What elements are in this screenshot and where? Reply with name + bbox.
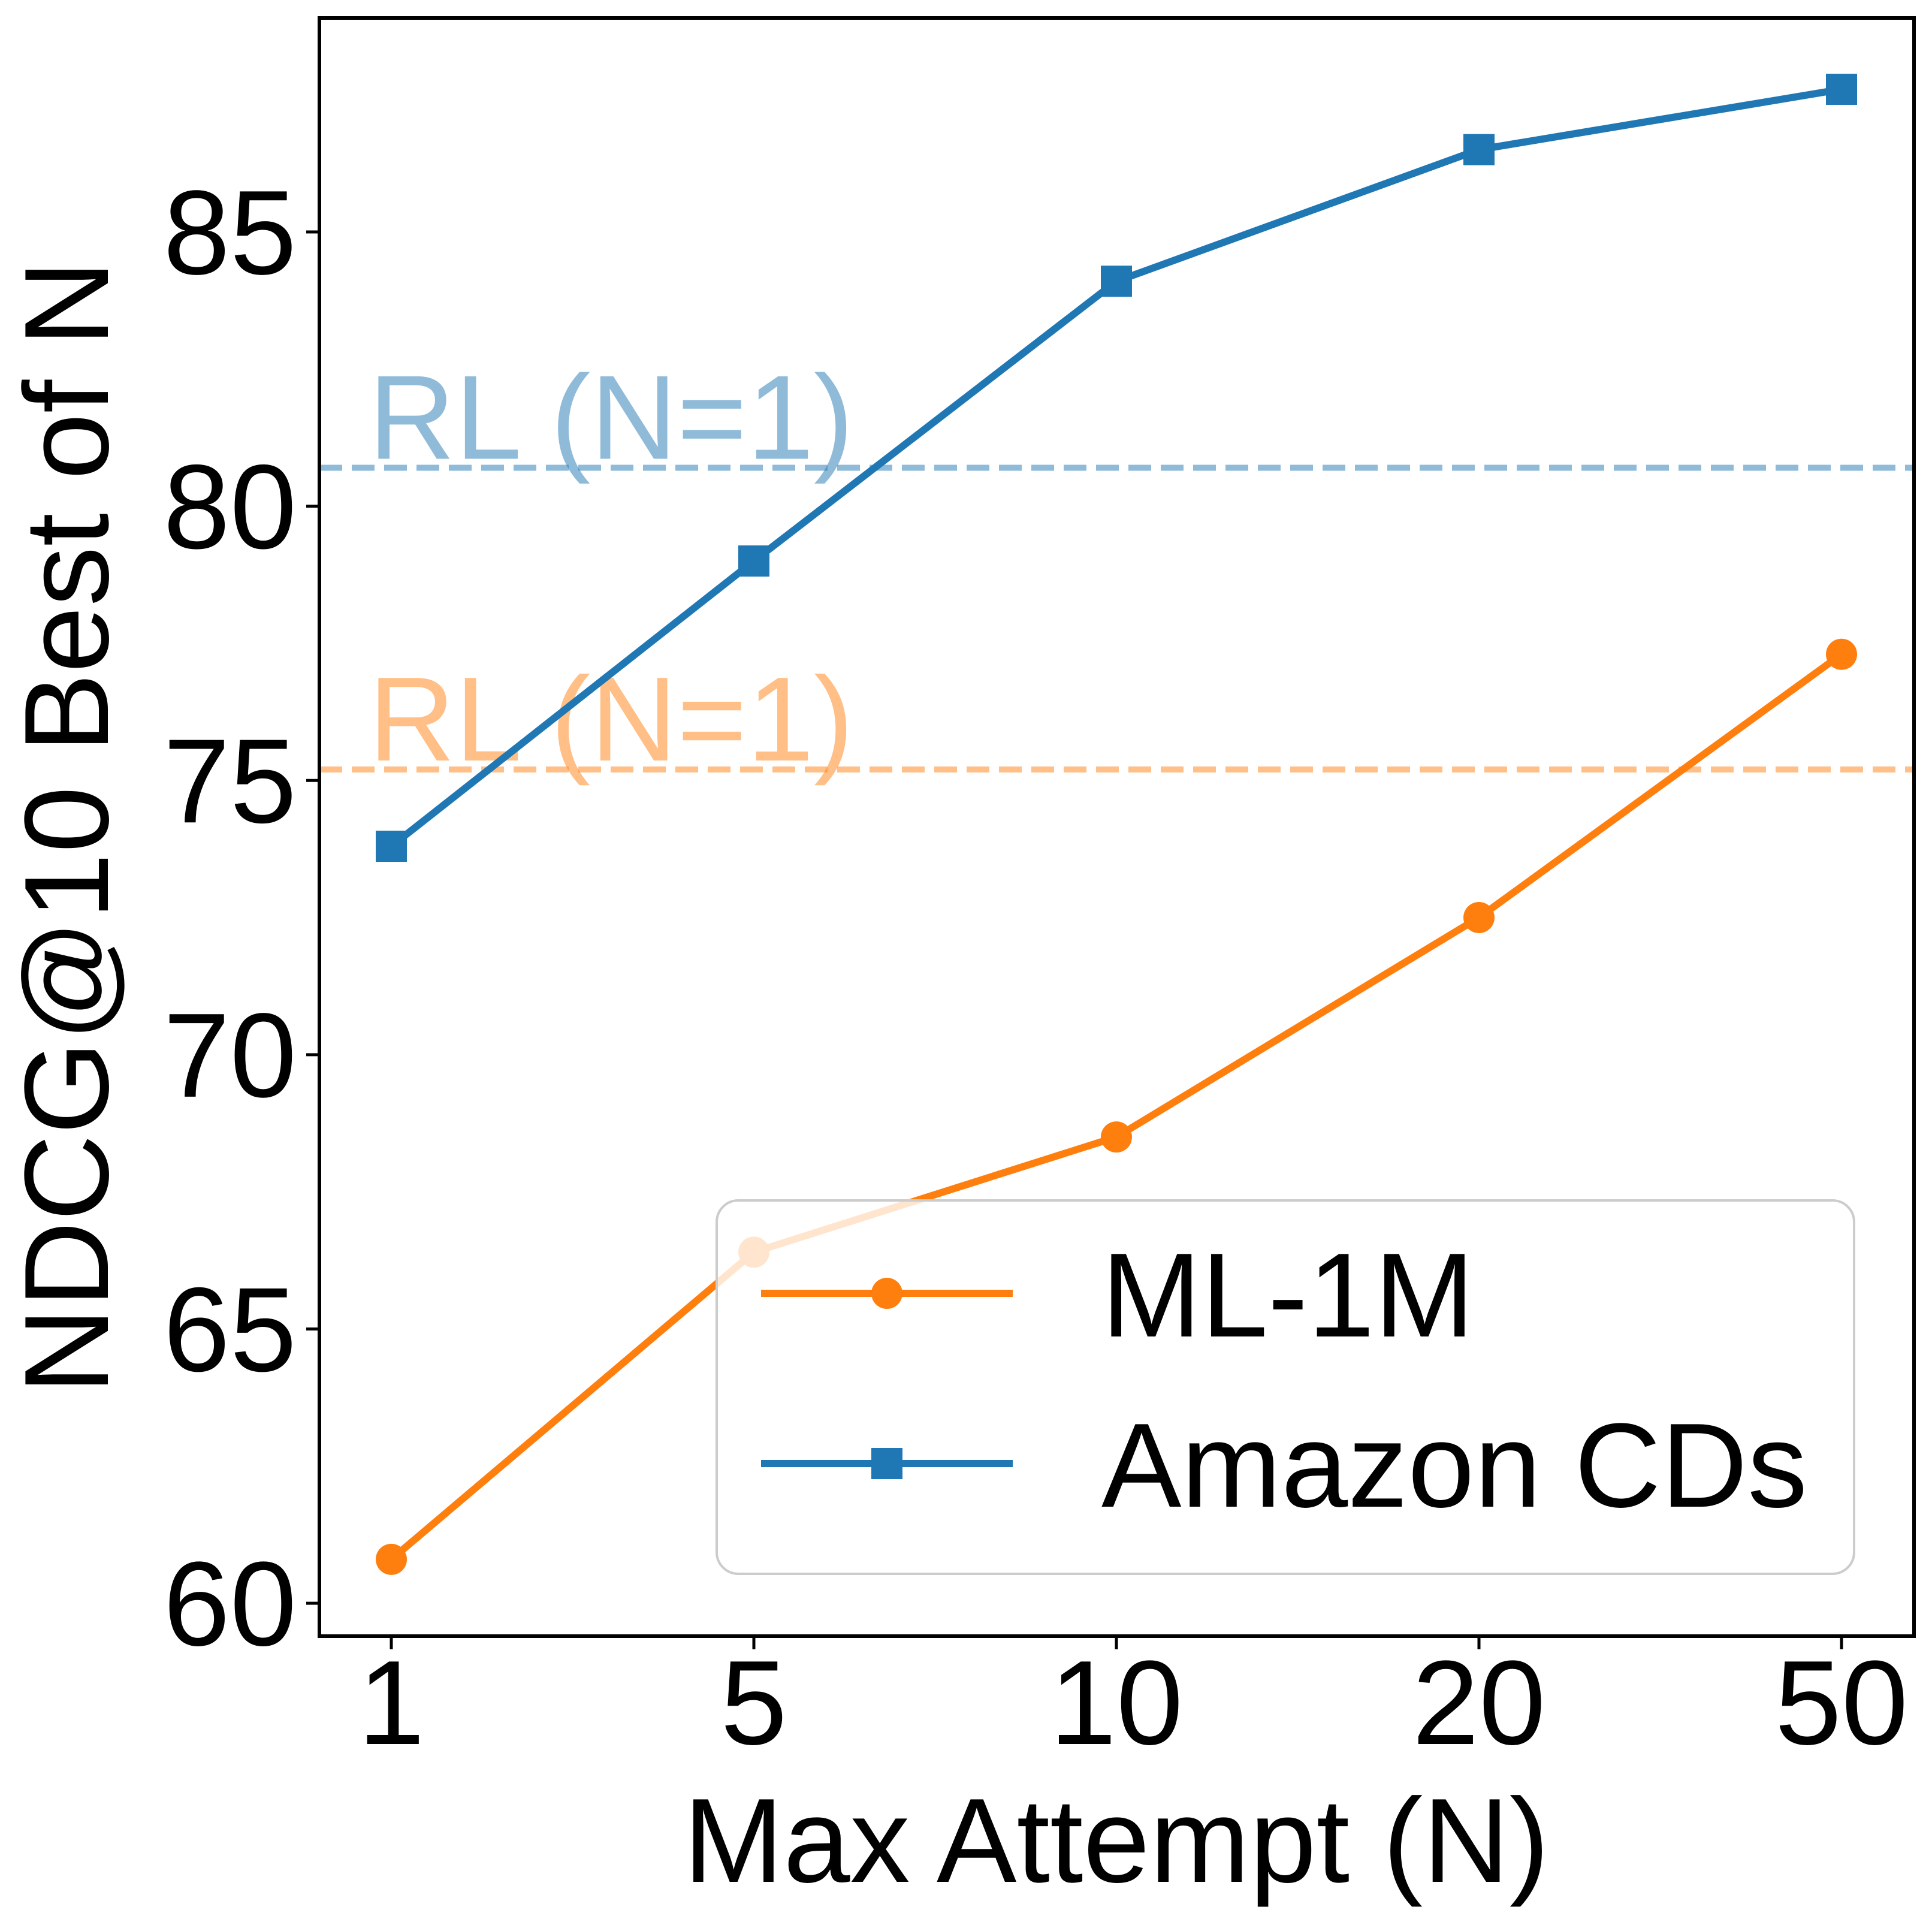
x-tick-label: 20 xyxy=(1412,1636,1545,1770)
x-tick-label: 1 xyxy=(358,1636,424,1770)
legend-entry: Amazon CDs xyxy=(761,1399,1807,1532)
legend-entry: ML-1M xyxy=(761,1229,1474,1362)
y-tick-label: 75 xyxy=(164,714,297,848)
data-point xyxy=(1826,73,1857,105)
data-point xyxy=(738,545,769,577)
y-tick-label: 80 xyxy=(164,440,297,574)
x-tick-label: 5 xyxy=(720,1636,787,1770)
series-amazon-cds xyxy=(376,73,1857,862)
data-point xyxy=(1463,134,1495,165)
y-tick-label: 65 xyxy=(164,1263,297,1396)
y-axis-label: NDCG@10 Best of N xyxy=(0,260,134,1394)
x-tick-label: 10 xyxy=(1050,1636,1183,1770)
legend: ML-1M Amazon CDs xyxy=(716,1199,1855,1575)
data-point xyxy=(1463,902,1495,934)
legend-label: ML-1M xyxy=(1101,1229,1474,1362)
x-axis: 1 5 10 20 50 xyxy=(358,1636,1908,1770)
data-point xyxy=(1101,1121,1132,1153)
reference-line-label: RL (N=1) xyxy=(369,351,853,485)
x-tick-label: 50 xyxy=(1775,1636,1908,1770)
data-point xyxy=(376,831,407,862)
data-point xyxy=(376,1543,407,1575)
legend-label: Amazon CDs xyxy=(1101,1399,1807,1532)
reference-lines: RL (N=1)RL (N=1) xyxy=(319,351,1914,786)
legend-marker xyxy=(871,1448,902,1479)
legend-marker xyxy=(871,1278,902,1309)
data-point xyxy=(1101,265,1132,297)
y-axis: 60 65 70 75 80 85 xyxy=(164,166,319,1671)
data-point xyxy=(1826,638,1857,670)
y-tick-label: 70 xyxy=(164,989,297,1123)
y-tick-label: 60 xyxy=(164,1537,297,1671)
x-axis-label: Max Attempt (N) xyxy=(684,1774,1550,1908)
series-layer xyxy=(376,73,1857,1575)
legend-entries: ML-1M Amazon CDs xyxy=(761,1229,1807,1532)
y-tick-label: 85 xyxy=(164,166,297,300)
